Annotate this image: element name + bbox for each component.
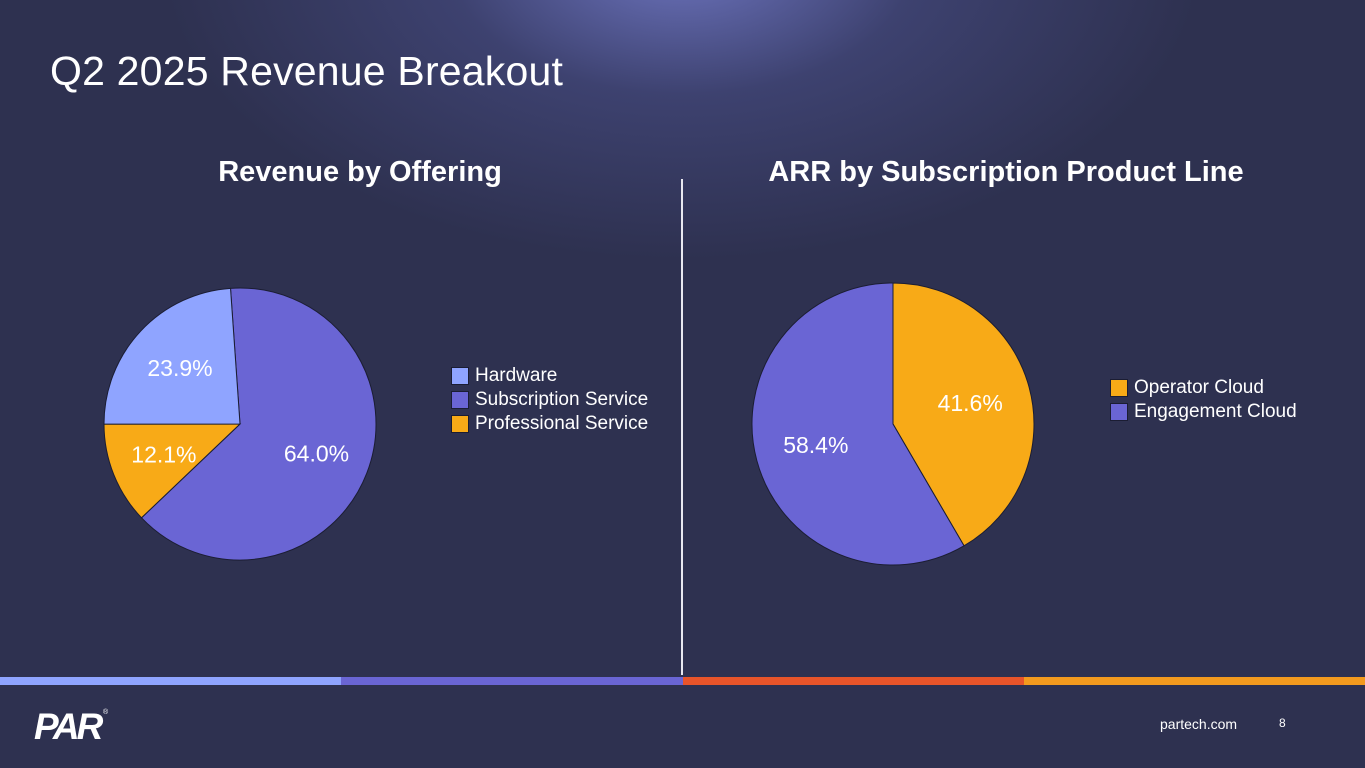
slide-title: Q2 2025 Revenue Breakout: [50, 48, 564, 94]
color-band-segment: [0, 677, 342, 685]
legend-swatch-subscription-service: [451, 391, 469, 409]
pie-label-engagement-cloud: 58.4%: [783, 432, 848, 458]
footer-url: partech.com: [1160, 716, 1238, 732]
pie-label-professional-service: 12.1%: [131, 442, 196, 468]
pie-slice-hardware: [103, 287, 241, 425]
pie-label-operator-cloud: 41.6%: [938, 390, 1003, 416]
legend-revenue-by-offering: Hardware Subscription Service Profession…: [451, 364, 648, 436]
registered-mark: ®: [103, 709, 109, 716]
legend-label-engagement-cloud: Engagement Cloud: [1134, 401, 1297, 422]
pie-label-subscription-service: 64.0%: [284, 441, 349, 467]
vertical-divider: [681, 179, 683, 675]
legend-item-hardware: Hardware: [451, 364, 648, 388]
legend-swatch-operator-cloud: [1110, 379, 1128, 397]
chart-title-arr-by-product-line: ARR by Subscription Product Line: [768, 156, 1244, 188]
legend-label-hardware: Hardware: [475, 365, 558, 386]
pie-slice-operator-cloud: [892, 282, 1035, 547]
legend-label-operator-cloud: Operator Cloud: [1134, 377, 1264, 398]
pie-slice-professional-service: [103, 423, 242, 519]
legend-item-engagement-cloud: Engagement Cloud: [1110, 400, 1297, 424]
page-number: 8: [1279, 716, 1286, 730]
color-band-segment: [682, 677, 1024, 685]
par-logo: PAR: [34, 706, 103, 747]
color-band-segment: [341, 677, 683, 685]
legend-label-professional-service: Professional Service: [475, 413, 649, 434]
legend-swatch-hardware: [451, 367, 469, 385]
pie-slice-subscription-service: [140, 287, 377, 561]
pie-label-hardware: 23.9%: [147, 355, 212, 381]
pie-chart-arr-by-product-line: 41.6% 58.4%: [751, 282, 1035, 566]
pie-slice-engagement-cloud: [751, 282, 965, 566]
legend-item-subscription-service: Subscription Service: [451, 388, 648, 412]
color-band-segment: [1023, 677, 1365, 685]
legend-arr-by-product-line: Operator Cloud Engagement Cloud: [1110, 376, 1297, 424]
legend-swatch-engagement-cloud: [1110, 403, 1128, 421]
legend-label-subscription-service: Subscription Service: [475, 389, 649, 410]
pie-chart-revenue-by-offering: 64.0% 12.1% 23.9%: [103, 287, 377, 561]
legend-item-professional-service: Professional Service: [451, 412, 648, 436]
chart-title-revenue-by-offering: Revenue by Offering: [218, 156, 502, 188]
legend-swatch-professional-service: [451, 415, 469, 433]
legend-item-operator-cloud: Operator Cloud: [1110, 376, 1297, 400]
